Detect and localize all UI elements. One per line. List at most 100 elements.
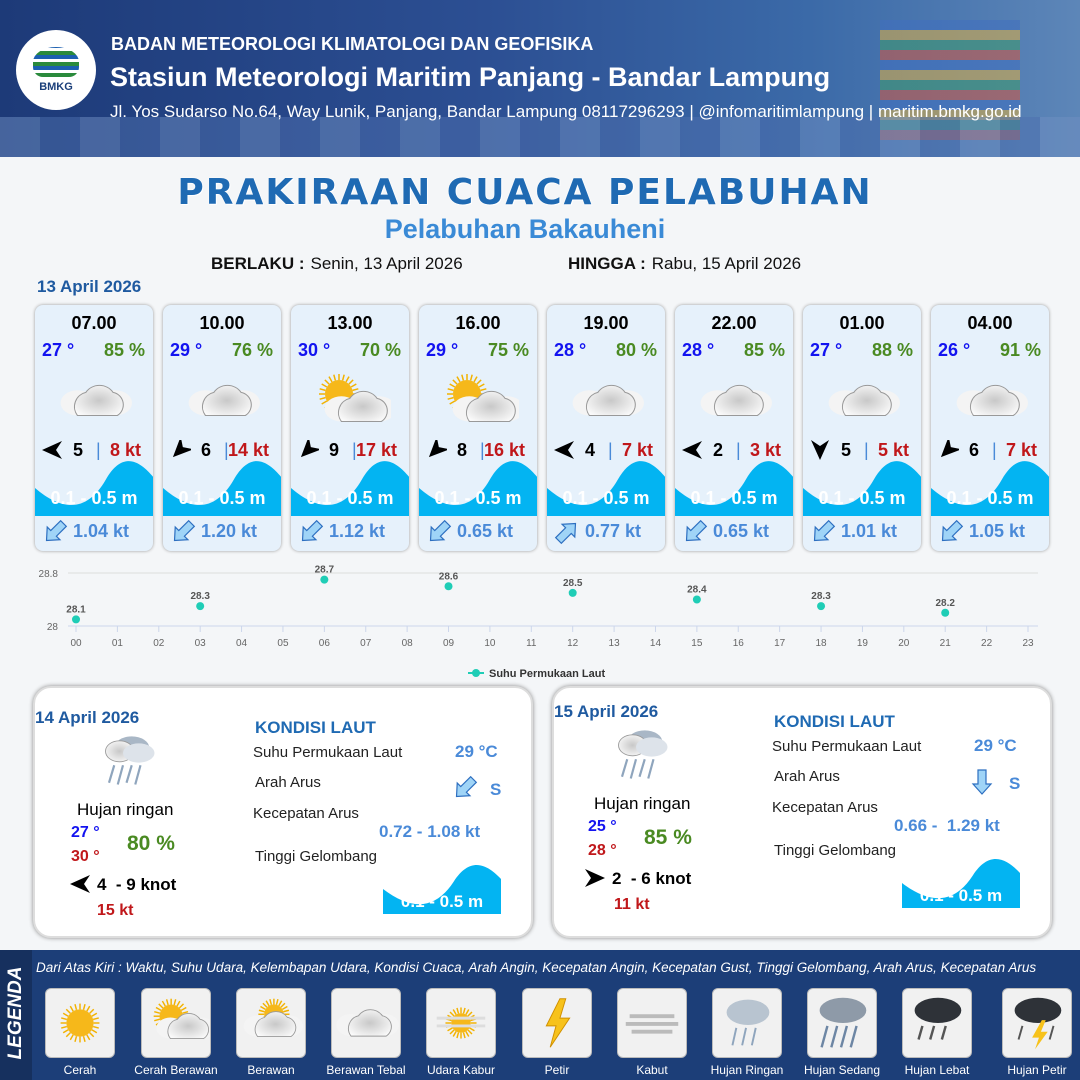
data-label: 28.3 xyxy=(811,591,831,602)
gust-speed: 15 kt xyxy=(97,902,134,919)
current-speed-range: 0.72 - 1.08 kt xyxy=(379,822,481,841)
wave-height: 0.1 - 0.5 m xyxy=(946,488,1034,508)
forecast-time: 01.00 xyxy=(839,313,885,333)
berawan-tebal-icon xyxy=(55,370,135,430)
x-tick-label: 08 xyxy=(402,638,414,649)
current-direction-icon xyxy=(425,518,453,546)
wave-height: 0.1 - 0.5 m xyxy=(919,886,1003,905)
sst-label: Suhu Permukaan Laut xyxy=(772,738,922,755)
current-speed: 0.65 kt xyxy=(713,521,770,541)
wind-info: 9 | 17 kt xyxy=(297,436,407,462)
data-label: 28.4 xyxy=(687,585,707,596)
x-tick-label: 17 xyxy=(774,638,786,649)
wind-direction-icon xyxy=(169,436,194,460)
x-tick-label: 23 xyxy=(1022,638,1034,649)
wave-height-label: Tinggi Gelombang xyxy=(255,848,378,865)
separator: | xyxy=(992,440,997,460)
wind-speed: 6 xyxy=(201,440,212,460)
current-speed: 1.20 kt xyxy=(201,521,258,541)
wind-speed: 2 xyxy=(713,440,724,460)
x-tick-label: 18 xyxy=(815,638,827,649)
logo-text: BMKG xyxy=(39,81,73,93)
current-direction-icon xyxy=(41,518,69,546)
wind-info: 8 | 16 kt xyxy=(425,436,535,462)
station-name: Stasiun Meteorologi Maritim Panjang - Ba… xyxy=(110,62,831,92)
current-speed: 1.12 kt xyxy=(329,521,386,541)
header-banner: BMKG BADAN METEOROLOGI KLIMATOLOGI DAN G… xyxy=(0,0,1080,157)
berawan-tebal-icon xyxy=(183,370,263,430)
rain-light-icon xyxy=(712,988,782,1058)
x-tick-label: 19 xyxy=(857,638,869,649)
current-direction-icon xyxy=(553,518,581,546)
forecast-card: 01.00 27 ° 88 % 5 | 5 kt 0.1 - 0.5 m 1.01 … xyxy=(803,305,921,551)
gust-speed: 17 kt xyxy=(355,440,397,460)
legend-item-label: Hujan Lebat xyxy=(904,1063,970,1077)
wind-speed: 6 xyxy=(969,440,980,460)
sea-condition-heading: KONDISI LAUT xyxy=(255,718,376,737)
sun-icon xyxy=(45,988,115,1058)
logo-emblem xyxy=(33,47,79,77)
wave-height: 0.1 - 0.5 m xyxy=(50,488,138,508)
data-point[interactable] xyxy=(196,602,205,611)
valid-to: HINGGA : Rabu, 15 April 2026 xyxy=(568,254,801,274)
forecast-card: 19.00 28 ° 80 % 4 | 7 kt 0.1 - 0.5 m 0.77 … xyxy=(547,305,665,551)
legend-label[interactable]: Suhu Permukaan Laut xyxy=(489,668,605,680)
data-point[interactable] xyxy=(444,582,453,591)
current-direction-icon xyxy=(681,518,709,546)
wind-direction-icon xyxy=(553,440,575,460)
current-direction-value: S xyxy=(1009,774,1021,793)
wave-icon xyxy=(383,864,501,919)
x-tick-label: 21 xyxy=(940,638,952,649)
thunderstorm-icon xyxy=(1002,988,1072,1058)
data-label: 28.5 xyxy=(563,578,583,589)
gust-speed: 11 kt xyxy=(614,896,650,913)
berawan-tebal-icon xyxy=(567,370,647,430)
current-direction-icon xyxy=(297,518,325,546)
berawan-tebal-icon xyxy=(695,370,775,430)
forecast-card: 22.00 28 ° 85 % 2 | 3 kt 0.1 - 0.5 m 0.65 … xyxy=(675,305,793,551)
data-point[interactable] xyxy=(692,595,701,604)
current-speed: 0.77 kt xyxy=(585,521,642,541)
valid-from-label: BERLAKU : xyxy=(211,254,305,273)
gust-speed: 16 kt xyxy=(483,440,525,460)
wave-height: 0.1 - 0.5 m xyxy=(690,488,778,508)
humidity: 80 % xyxy=(615,340,657,360)
x-tick-label: 15 xyxy=(691,638,703,649)
current-speed: 1.04 kt xyxy=(73,521,130,541)
haze-icon xyxy=(426,988,496,1058)
humidity: 75 % xyxy=(487,340,529,360)
wave-height: 0.1 - 0.5 m xyxy=(178,488,266,508)
wind-info: 6 | 14 kt xyxy=(169,436,279,462)
legend-item-label: Berawan xyxy=(247,1063,295,1077)
data-point[interactable] xyxy=(72,615,80,624)
separator: | xyxy=(864,440,869,460)
data-point[interactable] xyxy=(568,588,577,597)
x-tick-label: 02 xyxy=(153,638,165,649)
current-speed-label: Kecepatan Arus xyxy=(253,805,359,822)
wave-icon xyxy=(547,460,665,516)
data-label: 28.1 xyxy=(66,604,86,615)
wave-icon xyxy=(163,460,281,516)
day-date: 14 April 2026 xyxy=(35,708,140,727)
page-title: PRAKIRAAN CUACA PELABUHAN xyxy=(177,172,873,213)
x-tick-label: 13 xyxy=(609,638,621,649)
legend-item-label: Hujan Sedang xyxy=(803,1063,881,1077)
day-box-15: 15 April 2026 Hujan ringan 25 ° 28 ° 85 … xyxy=(552,686,1052,938)
x-tick-label: 00 xyxy=(70,638,82,649)
wind-info: 5 | 8 kt xyxy=(41,438,151,462)
data-point[interactable] xyxy=(941,608,950,617)
data-point[interactable] xyxy=(320,575,329,584)
legend-item-label: Hujan Ringan xyxy=(710,1063,784,1077)
wind-speed-range: 4 - 9 knot xyxy=(97,875,177,894)
air-temperature: 28 ° xyxy=(682,340,715,360)
station-contact: Jl. Yos Sudarso No.64, Way Lunik, Panjan… xyxy=(110,102,1022,121)
x-tick-label: 01 xyxy=(112,638,124,649)
current-speed: 0.65 kt xyxy=(457,521,514,541)
wind-speed: 5 xyxy=(841,440,852,460)
forecast-time: 07.00 xyxy=(71,313,117,333)
data-point[interactable] xyxy=(817,602,826,611)
forecast-time: 13.00 xyxy=(327,313,373,333)
humidity: 85 % xyxy=(103,340,145,360)
wind-direction-icon xyxy=(69,874,91,894)
current-direction-value: S xyxy=(490,780,502,799)
